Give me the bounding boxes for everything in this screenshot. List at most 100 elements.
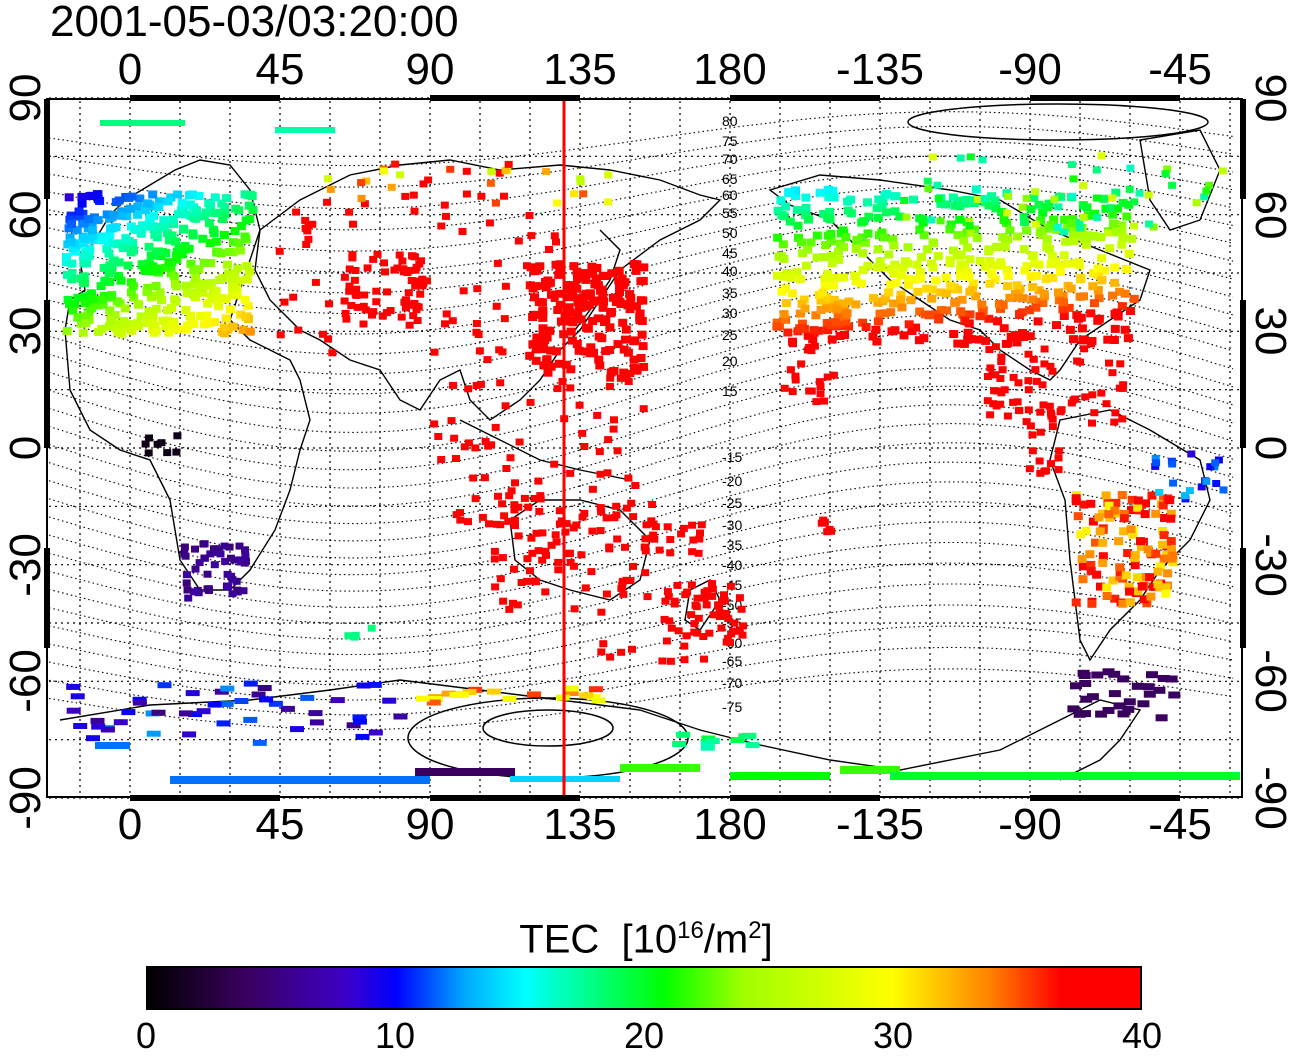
tec-cell — [550, 232, 559, 240]
tec-cell — [63, 295, 73, 304]
tec-cell — [1155, 562, 1165, 571]
tec-cell — [1098, 558, 1108, 567]
tec-cell — [71, 239, 81, 248]
coastline-greenland — [1139, 129, 1221, 231]
tec-cell — [613, 293, 623, 302]
tec-cell — [414, 303, 423, 311]
tec-cell — [1092, 570, 1102, 579]
tec-cell — [844, 297, 854, 306]
tec-cell — [1086, 567, 1096, 575]
tec-cell — [629, 355, 639, 364]
tec-cell — [368, 729, 383, 736]
tec-cell — [219, 294, 228, 303]
tec-cell — [581, 347, 591, 356]
tec-cell — [65, 233, 75, 242]
tec-cell — [723, 634, 732, 642]
tec-cell — [141, 440, 150, 448]
contour-label: 40 — [722, 263, 738, 279]
tec-cell — [191, 273, 201, 282]
tec-cell — [352, 291, 361, 299]
tec-cell — [1205, 181, 1213, 189]
tec-cell — [599, 297, 609, 306]
tec-cell — [1003, 282, 1012, 291]
tec-cell — [978, 306, 988, 315]
tec-cell — [941, 289, 951, 298]
tec-cell — [640, 543, 649, 551]
tec-cell — [721, 609, 730, 617]
tec-cell — [1115, 563, 1125, 572]
tec-cell — [735, 594, 744, 602]
tec-cell — [136, 227, 146, 236]
tec-cell — [801, 210, 810, 219]
tec-cell — [133, 210, 143, 219]
tec-cell — [125, 204, 135, 213]
tec-cell — [118, 244, 128, 253]
tec-cell — [565, 308, 575, 317]
contour-label: 25 — [722, 327, 738, 343]
tec-cell — [182, 731, 197, 738]
tec-cell — [972, 234, 982, 243]
tec-cell — [1108, 369, 1117, 377]
tec-cell — [971, 185, 981, 194]
tec-cell — [502, 465, 511, 472]
tec-cell — [1030, 259, 1039, 267]
tec-cell — [609, 425, 618, 433]
tec-cell — [345, 282, 354, 290]
tec-cell — [629, 562, 637, 570]
tec-cell — [236, 310, 246, 319]
tec-cell — [1181, 492, 1190, 500]
tec-cell — [203, 299, 213, 308]
tec-cell — [911, 323, 921, 332]
tec-cell — [133, 202, 143, 211]
tec-cell — [1033, 317, 1043, 326]
tec-cell — [1117, 240, 1127, 249]
tec-cell — [244, 201, 254, 210]
tec-cell — [1068, 230, 1078, 239]
tec-cell — [534, 298, 544, 307]
tec-cell — [1151, 462, 1160, 470]
tec-cell — [342, 315, 351, 323]
tec-cell — [527, 534, 536, 542]
tec-cell — [145, 434, 153, 442]
tec-cell — [62, 258, 71, 267]
tec-cell — [812, 253, 822, 262]
tec-cell — [341, 309, 350, 317]
tec-cell — [150, 265, 160, 273]
tec-cell — [956, 250, 966, 259]
tec-cell — [823, 185, 833, 194]
tec-cell — [411, 282, 420, 290]
tec-cell — [1143, 690, 1156, 698]
coastline-south-america — [1049, 409, 1211, 662]
tec-cell — [708, 580, 716, 588]
tec-cell — [1085, 550, 1095, 559]
tec-cell — [485, 219, 494, 227]
tec-cell — [1095, 527, 1105, 536]
tec-cell — [1130, 222, 1138, 230]
tec-cell — [1081, 235, 1091, 244]
tec-cell — [501, 282, 510, 290]
tec-cell — [143, 283, 153, 292]
tec-cell — [1078, 562, 1088, 571]
tec-cell — [688, 521, 697, 529]
tec-cell — [625, 290, 635, 299]
tec-cell — [1108, 210, 1118, 219]
tec-cell — [212, 248, 222, 257]
tec-cell — [1081, 526, 1091, 535]
tec-cell — [928, 238, 938, 247]
tec-cell — [224, 269, 234, 278]
tec-cell — [609, 367, 619, 375]
tec-cell — [923, 177, 932, 185]
tec-cell — [968, 279, 978, 288]
tec-cell — [714, 602, 723, 610]
tec-cell — [209, 548, 218, 556]
tec-cell — [597, 334, 607, 343]
tec-cell — [1024, 377, 1033, 385]
tec-cell — [936, 199, 946, 208]
tec-cell — [1054, 203, 1063, 211]
tec-cell — [1125, 185, 1134, 193]
tec-cell — [452, 455, 460, 462]
tec-cell — [1042, 243, 1052, 252]
tec-cell — [1088, 282, 1098, 291]
tec-cell — [903, 243, 913, 252]
tec-cell — [220, 210, 230, 219]
